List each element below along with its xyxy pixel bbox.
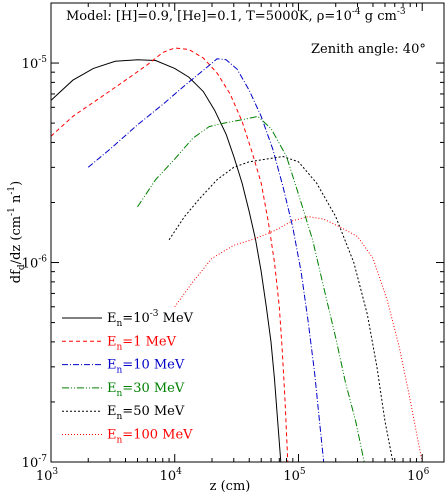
legend-label: En=10 MeV bbox=[107, 358, 185, 376]
series-line-1 bbox=[50, 59, 282, 463]
legend-label: En=1 MeV bbox=[107, 334, 177, 352]
y-axis-label: dfd/dz (cm-1 n-1) bbox=[7, 181, 27, 283]
y-tick-label: 10-7 bbox=[22, 454, 48, 471]
legend-label: En=10-3 MeV bbox=[107, 309, 194, 329]
legend-label: En=30 MeV bbox=[107, 381, 185, 399]
x-axis-label: z (cm) bbox=[210, 479, 251, 494]
x-tick-label: 105 bbox=[283, 467, 306, 484]
series-line-5 bbox=[168, 155, 394, 463]
tick-labels: 103 104 105 106 10-5 10-6 10-7 bbox=[22, 55, 430, 484]
axis-ticks bbox=[50, 2, 444, 463]
plot-frame bbox=[50, 2, 445, 463]
series-line-6 bbox=[174, 216, 423, 463]
x-tick-label: 104 bbox=[160, 467, 183, 484]
zenith-annotation: Zenith angle: 40° bbox=[311, 42, 426, 57]
plot-series bbox=[50, 47, 423, 463]
y-tick-label: 10-5 bbox=[22, 55, 48, 72]
legend-label: En=50 MeV bbox=[107, 404, 185, 422]
model-annotation: Model: [H]=0.9, [He]=0.1, T=5000K, ρ=10-… bbox=[66, 7, 406, 24]
x-tick-label: 103 bbox=[36, 467, 59, 484]
series-line-4 bbox=[137, 115, 365, 463]
legend-label: En=100 MeV bbox=[107, 428, 193, 446]
legend: En=10-3 MeV En=1 MeV En=10 MeV En=30 MeV En=… bbox=[62, 309, 194, 446]
x-tick-label: 106 bbox=[407, 467, 430, 484]
y-tick-label: 10-6 bbox=[22, 255, 48, 272]
